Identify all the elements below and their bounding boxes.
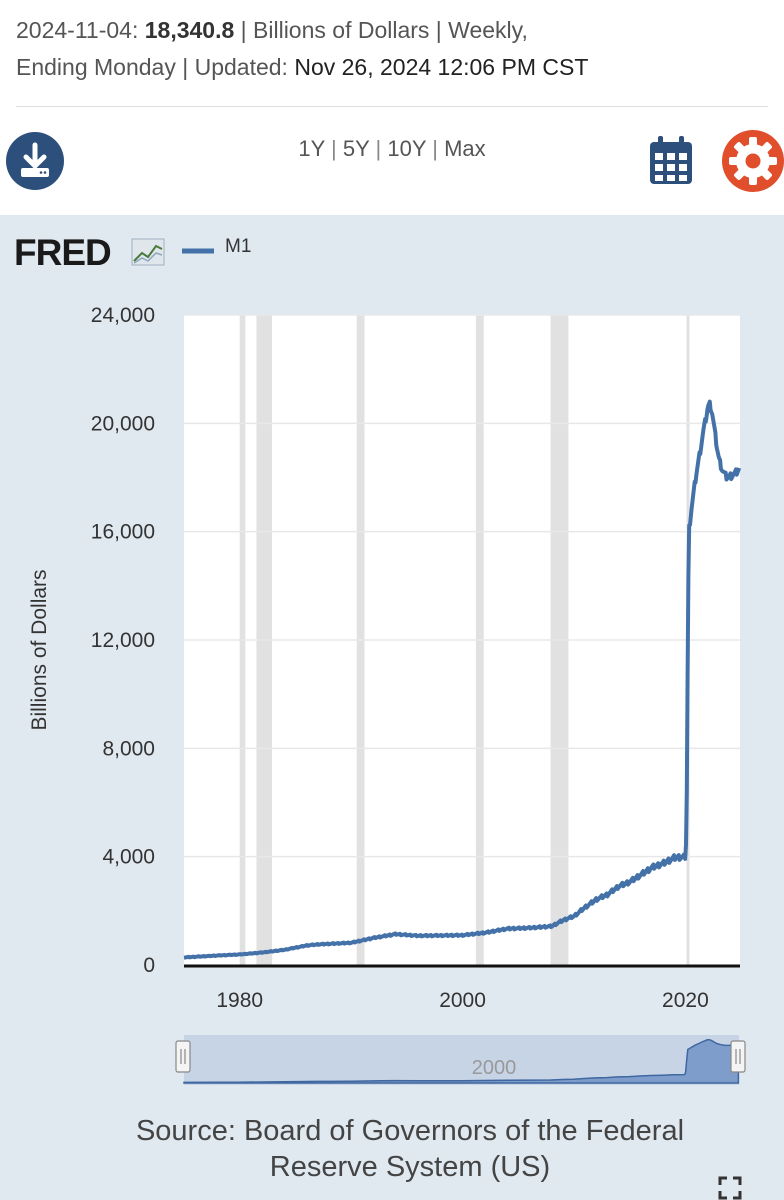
calendar-icon bbox=[650, 136, 692, 184]
y-tick-label: 12,000 bbox=[91, 629, 155, 652]
fred-chart-icon bbox=[131, 238, 165, 266]
fred-logo-text: FRED bbox=[14, 232, 111, 273]
updated-timestamp: Nov 26, 2024 12:06 PM CST bbox=[294, 54, 589, 80]
x-axis-ticks: 1980 2000 2020 bbox=[216, 989, 708, 1012]
range-1y[interactable]: 1Y bbox=[298, 136, 325, 161]
chart-panel: FRED M1 0 4,000 8,000 12,000 16,000 20,000 24,… bbox=[0, 215, 784, 1200]
legend-label-m1: M1 bbox=[225, 236, 251, 257]
y-tick-label: 20,000 bbox=[91, 412, 155, 435]
gridlines bbox=[184, 314, 740, 858]
legend: M1 bbox=[182, 236, 251, 257]
expand-icon[interactable] bbox=[718, 1176, 742, 1200]
calendar-button[interactable] bbox=[648, 136, 694, 186]
navigator-handle-right[interactable] bbox=[730, 1040, 746, 1073]
range-separator: | bbox=[375, 136, 382, 161]
settings-button[interactable] bbox=[722, 130, 784, 192]
observation-value: 18,340.8 bbox=[144, 17, 235, 43]
range-separator: | bbox=[331, 136, 337, 161]
m1-chart: FRED M1 0 4,000 8,000 12,000 16,000 20,000 24,… bbox=[14, 232, 746, 1085]
range-max[interactable]: Max bbox=[444, 136, 486, 161]
series-header: 2024-11-04: 18,340.8 | Billions of Dolla… bbox=[16, 12, 756, 86]
y-axis-ticks: 0 4,000 8,000 12,000 16,000 20,000 24,000 bbox=[91, 304, 155, 977]
navigator-axis-label: 2000 bbox=[472, 1057, 517, 1079]
source-citation: Source: Board of Governors of the Federa… bbox=[80, 1113, 740, 1185]
units-frequency: | Billions of Dollars | Weekly, bbox=[234, 17, 528, 43]
download-button[interactable] bbox=[6, 132, 64, 190]
navigator-series bbox=[183, 1038, 740, 1084]
x-tick-label: 1980 bbox=[216, 989, 263, 1012]
download-icon bbox=[21, 142, 49, 177]
navigator: 2000 bbox=[175, 1035, 746, 1085]
y-tick-label: 16,000 bbox=[91, 521, 155, 544]
source-line-2: Reserve System (US) bbox=[269, 1151, 551, 1183]
gear-icon bbox=[722, 130, 784, 192]
navigator-handle-left[interactable] bbox=[175, 1040, 191, 1073]
range-separator: | bbox=[432, 136, 438, 161]
y-axis-label: Billions of Dollars bbox=[28, 569, 51, 730]
y-tick-label: 0 bbox=[143, 954, 155, 977]
header-line-2: Ending Monday | Updated: Nov 26, 2024 12… bbox=[16, 49, 756, 86]
x-tick-label: 2020 bbox=[662, 989, 709, 1012]
ending-label: Ending Monday | Updated: bbox=[16, 54, 295, 80]
source-line-1: Source: Board of Governors of the Federa… bbox=[135, 1115, 685, 1147]
y-tick-label: 4,000 bbox=[102, 846, 155, 869]
x-tick-label: 2000 bbox=[439, 989, 486, 1012]
chart-toolbar: 1Y | 5Y | 10Y | Max bbox=[0, 110, 784, 215]
range-5y[interactable]: 5Y bbox=[342, 136, 370, 161]
observation-date: 2024-11-04: bbox=[16, 17, 139, 43]
header-line-1: 2024-11-04: 18,340.8 | Billions of Dolla… bbox=[16, 12, 756, 49]
header-divider bbox=[16, 106, 768, 107]
date-range-selector: 1Y | 5Y | 10Y | Max bbox=[0, 136, 784, 162]
y-tick-label: 24,000 bbox=[91, 304, 155, 327]
series-line-m1 bbox=[182, 399, 742, 960]
range-10y[interactable]: 10Y bbox=[387, 136, 427, 161]
y-tick-label: 8,000 bbox=[102, 737, 155, 760]
fred-logo: FRED bbox=[14, 232, 165, 273]
